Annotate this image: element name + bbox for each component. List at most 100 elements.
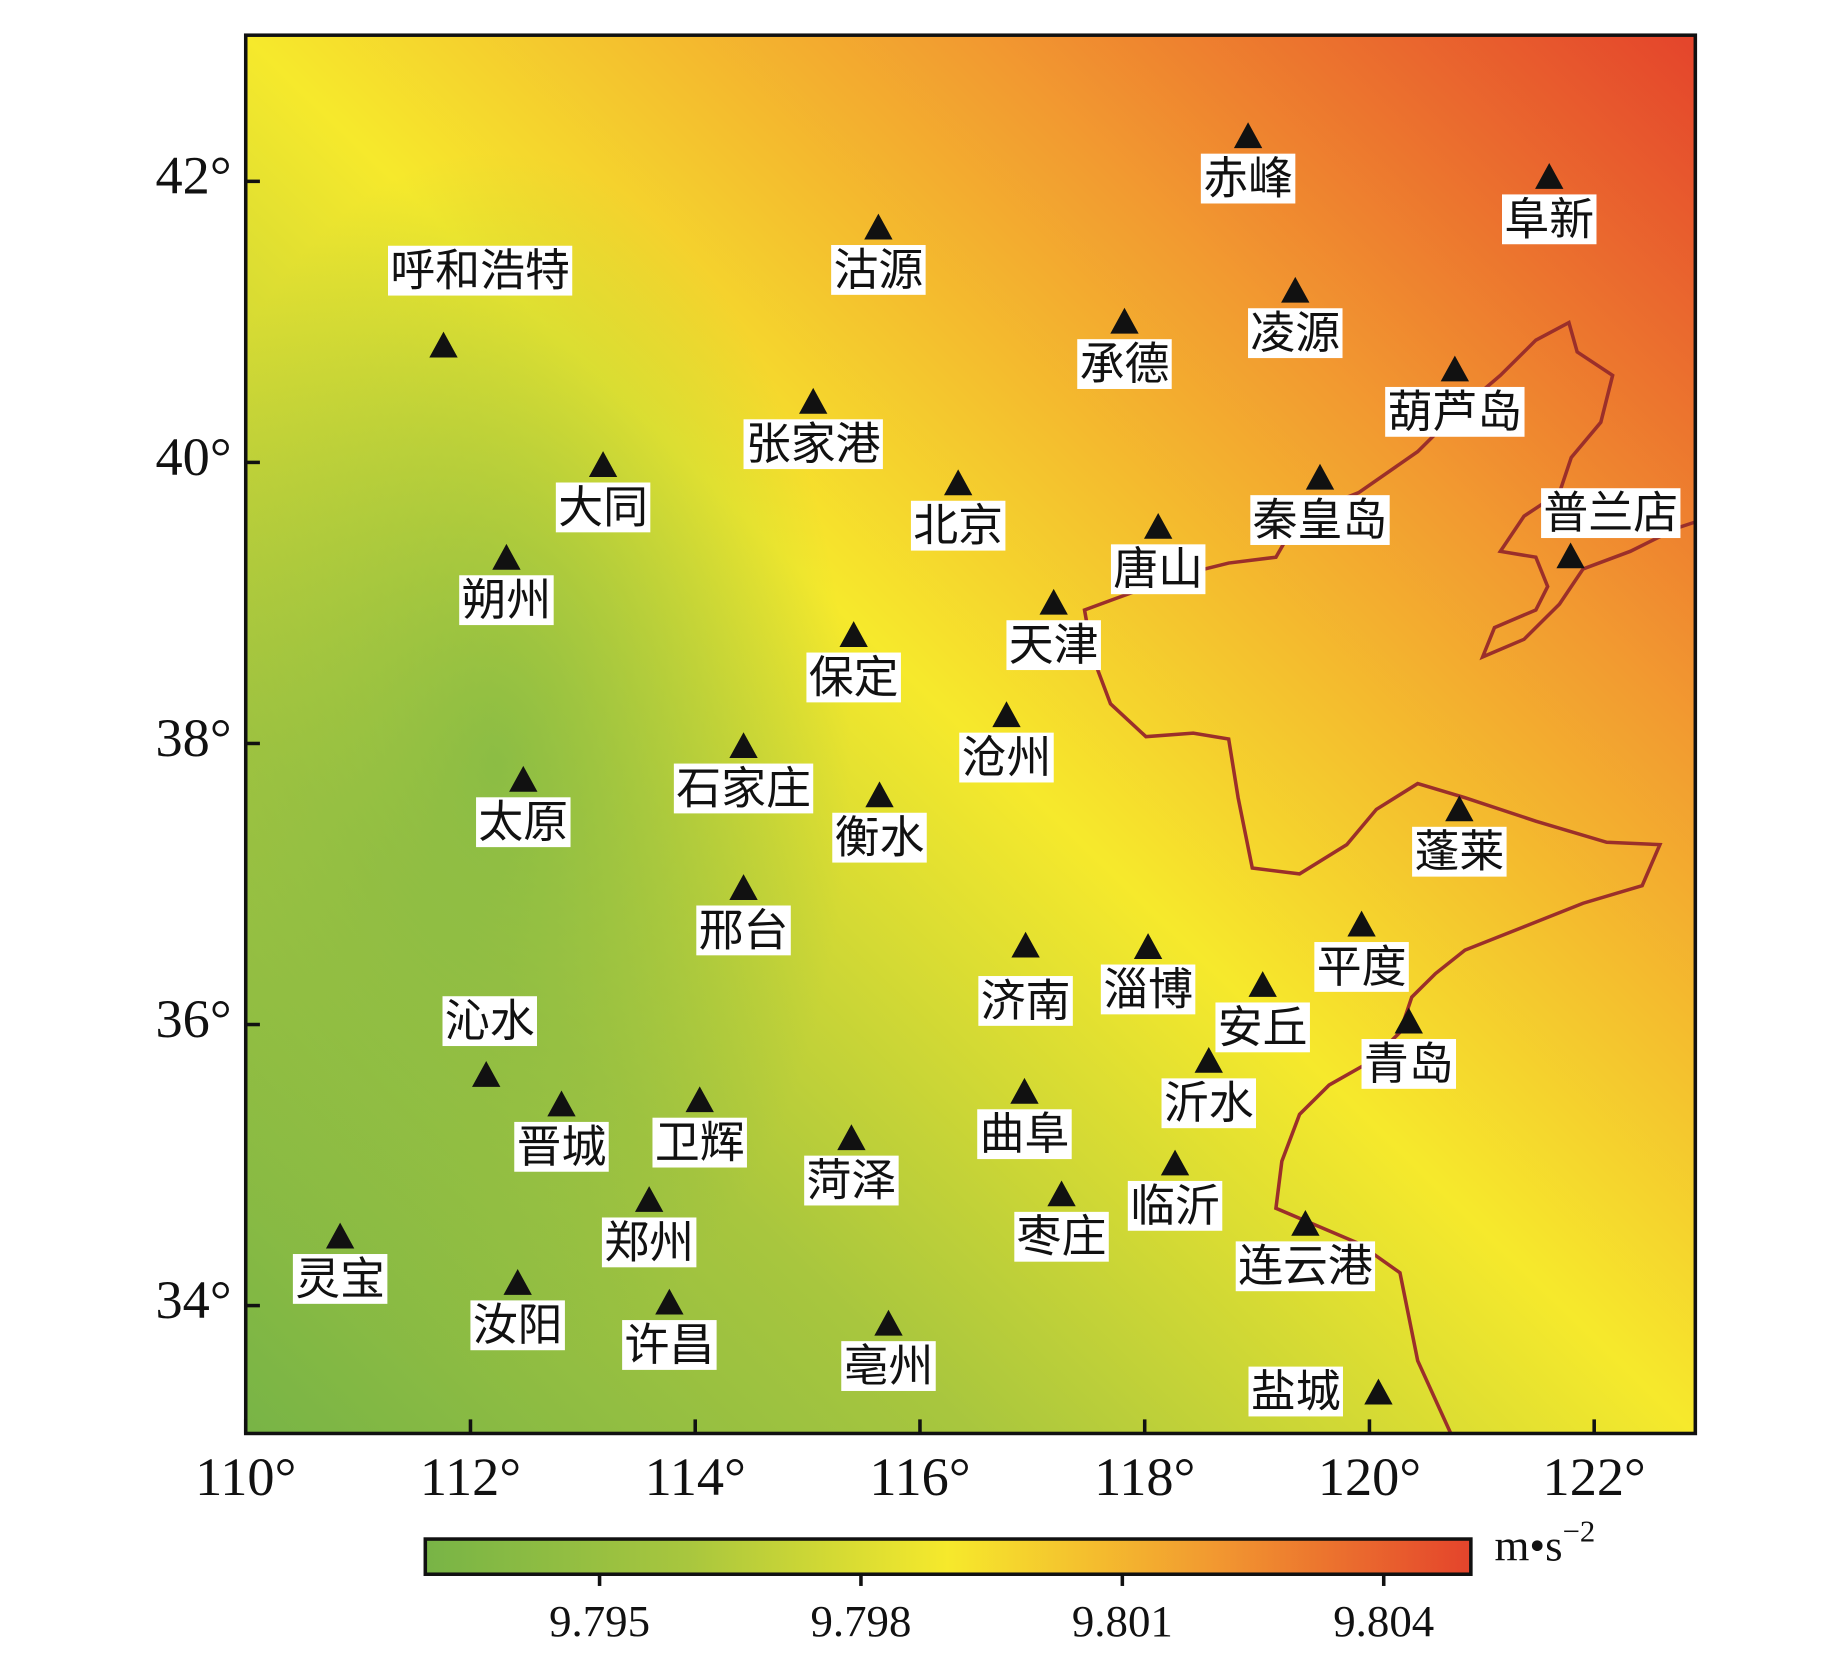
station-label: 北京 [913,501,1003,551]
station-marker [837,1124,866,1151]
station-label: 张家港 [746,419,881,469]
x-tick-label: 112° [420,1447,521,1507]
station-label: 秦皇岛 [1253,495,1388,545]
station-label: 保定 [809,653,899,703]
label-bg [832,812,927,863]
label-bg [1127,1180,1223,1231]
station-label: 汝阳 [473,1300,563,1350]
station-marker [992,701,1021,728]
label-bg [841,1341,936,1391]
station-label: 天津 [1009,620,1099,670]
label-bg [1502,194,1597,245]
station-marker [943,469,973,496]
label-bg [673,763,814,814]
station-marker [1281,276,1310,303]
station-marker [547,1090,576,1117]
station-marker [1011,931,1040,958]
y-tick-label: 34° [155,1270,231,1330]
station-label: 临沂 [1130,1181,1220,1231]
station-label: 邢台 [699,906,789,956]
x-tick-label: 110° [195,1447,296,1507]
station-marker [1305,463,1335,490]
station-marker [874,1309,903,1336]
station-label: 卫辉 [655,1118,745,1168]
label-bg [652,1117,747,1168]
colorbar-unit: m•s−2 [1494,1514,1595,1571]
station-marker [839,621,868,647]
label-bg [622,1320,717,1370]
label-bg [1412,826,1507,877]
station-label: 石家庄 [676,764,811,814]
x-tick-label: 118° [1094,1447,1195,1507]
label-bg [804,1155,899,1206]
station-label: 蓬莱 [1414,827,1504,877]
label-bg [1077,339,1172,389]
x-tick-label: 120° [1318,1447,1421,1507]
station-marker [503,1269,532,1295]
station-label: 青岛 [1364,1039,1454,1089]
station-marker [655,1288,684,1315]
station-marker [729,874,758,900]
unit-exponent: −2 [1563,1514,1596,1548]
station-marker [1556,542,1585,569]
label-bg [514,1121,609,1172]
station-label: 沂水 [1164,1078,1254,1128]
station-label: 淄博 [1103,965,1193,1015]
label-bg [442,996,537,1047]
label-bg [1161,1078,1256,1129]
y-tick-label: 42° [155,146,231,206]
station-label: 灵宝 [295,1254,385,1304]
y-tick-label: 40° [155,427,231,487]
label-bg [696,905,791,956]
station-marker [1047,1180,1076,1207]
station-label: 赤峰 [1203,154,1293,204]
station-label: 大同 [558,483,648,533]
field [245,35,1696,1434]
station-label: 晋城 [517,1122,607,1172]
station-marker [325,1222,355,1249]
label-bg [1235,1241,1376,1292]
station-label: 沁水 [445,996,535,1046]
label-bg [977,1109,1072,1160]
station-marker [1110,307,1139,334]
station-label: 亳州 [844,1341,934,1391]
y-tick-label: 36° [155,989,231,1049]
station-marker [1440,355,1470,382]
label-bg [1314,942,1409,992]
y-tick-label: 38° [155,708,231,768]
station-marker [1291,1210,1320,1236]
label-bg [1385,386,1525,437]
colorbar-tick-label: 9.798 [810,1596,911,1646]
station-label: 曲阜 [980,1109,1070,1159]
station-marker [429,331,458,358]
label-bg [555,482,651,533]
label-bg [292,1254,388,1304]
colorbar [423,1537,1473,1576]
station-label: 菏泽 [807,1156,897,1206]
colorbar-tick-label: 9.804 [1333,1596,1434,1646]
label-bg [1248,308,1343,359]
label-bg [1215,1002,1310,1053]
label-bg [601,1217,697,1268]
unit-base: m•s [1494,1521,1562,1571]
station-marker [1445,795,1474,822]
station-marker [1133,933,1163,959]
station-label: 济南 [981,976,1071,1026]
station-label: 连云港 [1238,1241,1373,1291]
station-label: 唐山 [1113,544,1203,594]
label-bg [1200,153,1296,204]
station-label: 许昌 [624,1320,714,1370]
station-marker [1010,1077,1039,1104]
label-bg [1006,620,1101,671]
station-marker [1535,163,1564,189]
label-bg [470,1300,565,1351]
label-bg [1361,1039,1457,1089]
label-bg [459,575,554,626]
station-marker [865,781,894,808]
station-label: 衡水 [835,813,925,863]
station-label: 朔州 [462,575,552,625]
station-label: 沽源 [834,245,924,295]
station-label: 郑州 [604,1217,694,1267]
station-marker [1394,1007,1423,1034]
